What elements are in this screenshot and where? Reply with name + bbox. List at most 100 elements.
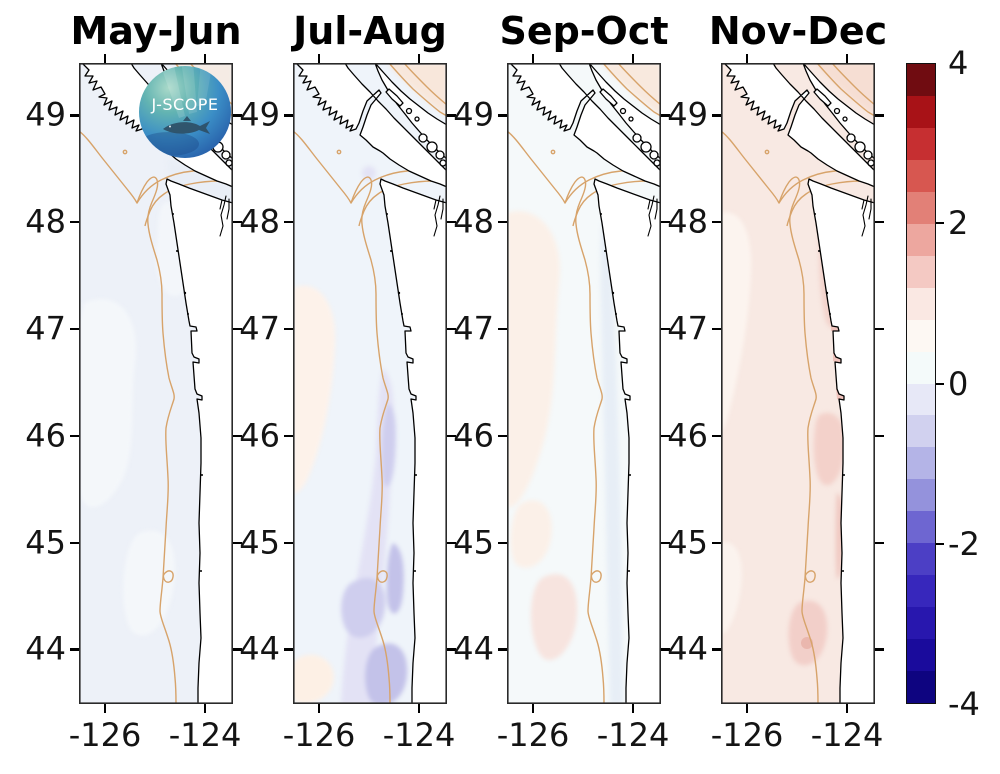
y-tick-label: 47 bbox=[25, 309, 66, 348]
y-tick-mark bbox=[498, 114, 507, 117]
panel-title: Jul-Aug bbox=[293, 9, 447, 53]
y-tick-mark bbox=[661, 221, 670, 224]
colorbar: 4 2 0 -2 -4 bbox=[906, 47, 980, 720]
x-tick-label: -124 bbox=[382, 716, 456, 754]
y-tick-label: 44 bbox=[239, 629, 280, 668]
y-tick-mark bbox=[875, 114, 884, 117]
colorbar-segment bbox=[907, 639, 935, 672]
colorbar-tick-mark bbox=[936, 382, 944, 385]
y-tick-mark bbox=[233, 541, 242, 544]
x-tick-mark bbox=[532, 54, 535, 63]
x-tick-mark bbox=[746, 54, 749, 63]
colorbar-segment bbox=[907, 447, 935, 480]
y-tick-label: 49 bbox=[25, 95, 66, 134]
y-tick-mark bbox=[233, 114, 242, 117]
y-tick-mark bbox=[498, 328, 507, 331]
y-tick-mark bbox=[498, 434, 507, 438]
x-tick-mark bbox=[204, 704, 207, 713]
y-tick-mark bbox=[661, 648, 670, 651]
y-tick-mark bbox=[70, 648, 79, 651]
anomaly-patches bbox=[507, 63, 661, 704]
colorbar-tick-label: 2 bbox=[948, 204, 969, 243]
y-tick-label: 47 bbox=[239, 309, 280, 348]
y-tick-mark bbox=[70, 114, 79, 117]
x-tick-mark bbox=[418, 704, 421, 713]
y-tick-mark bbox=[712, 114, 721, 117]
colorbar-segment bbox=[907, 95, 935, 128]
y-tick-label: 48 bbox=[239, 202, 280, 241]
logo-circle bbox=[139, 66, 231, 158]
logo-text: J-SCOPE bbox=[150, 95, 218, 114]
colorbar-segment bbox=[907, 383, 935, 416]
y-tick-mark bbox=[447, 221, 456, 224]
y-tick-mark bbox=[712, 648, 721, 651]
x-tick-mark bbox=[632, 54, 635, 63]
y-tick-mark bbox=[284, 434, 293, 438]
y-tick-label: 49 bbox=[239, 95, 280, 134]
colorbar-segment bbox=[907, 191, 935, 224]
y-tick-mark bbox=[447, 648, 456, 651]
y-tick-mark bbox=[447, 114, 456, 117]
x-tick-mark bbox=[532, 704, 535, 713]
y-tick-mark bbox=[498, 648, 507, 651]
colorbar-segment bbox=[907, 159, 935, 192]
y-tick-mark bbox=[70, 221, 79, 224]
y-tick-mark bbox=[875, 434, 884, 438]
x-tick-mark bbox=[318, 704, 321, 713]
y-tick-mark bbox=[233, 648, 242, 651]
y-tick-label: 48 bbox=[453, 202, 494, 241]
colorbar-segment bbox=[907, 543, 935, 576]
y-tick-label: 44 bbox=[453, 629, 494, 668]
y-tick-mark bbox=[284, 221, 293, 224]
x-tick-label: -126 bbox=[68, 716, 142, 754]
y-tick-label: 45 bbox=[239, 523, 280, 562]
y-tick-mark bbox=[233, 434, 242, 438]
y-tick-mark bbox=[875, 221, 884, 224]
y-tick-mark bbox=[284, 648, 293, 651]
y-tick-label: 45 bbox=[453, 523, 494, 562]
x-tick-mark bbox=[104, 54, 107, 63]
x-tick-label: -124 bbox=[168, 716, 242, 754]
y-tick-mark bbox=[875, 648, 884, 651]
y-tick-mark bbox=[712, 221, 721, 224]
x-tick-mark bbox=[104, 704, 107, 713]
y-tick-mark bbox=[284, 541, 293, 544]
y-tick-mark bbox=[447, 541, 456, 544]
y-tick-mark bbox=[70, 328, 79, 331]
y-tick-label: 48 bbox=[25, 202, 66, 241]
colorbar-segment bbox=[907, 671, 935, 704]
y-tick-mark bbox=[284, 328, 293, 331]
colorbar-tick-mark bbox=[936, 542, 944, 545]
colorbar-segment bbox=[907, 287, 935, 320]
y-tick-label: 46 bbox=[239, 416, 280, 455]
anomaly-map-jul-aug bbox=[293, 63, 447, 704]
map-panel: May-Jun 49 48 47 46 45 44 -126 -124 bbox=[25, 9, 242, 751]
y-tick-label: 48 bbox=[667, 202, 708, 241]
y-tick-mark bbox=[70, 434, 79, 438]
x-tick-mark bbox=[746, 704, 749, 713]
y-tick-label: 44 bbox=[667, 629, 708, 668]
y-tick-label: 49 bbox=[667, 95, 708, 134]
y-tick-mark bbox=[661, 434, 670, 438]
x-tick-mark bbox=[846, 54, 849, 63]
y-tick-mark bbox=[498, 541, 507, 544]
panel-title: Sep-Oct bbox=[499, 9, 669, 53]
light-rays bbox=[139, 66, 213, 156]
x-tick-mark bbox=[632, 704, 635, 713]
y-tick-label: 46 bbox=[25, 416, 66, 455]
y-tick-label: 46 bbox=[453, 416, 494, 455]
colorbar-gradient bbox=[906, 63, 936, 704]
colorbar-tick-label: 4 bbox=[948, 44, 969, 82]
y-tick-mark bbox=[875, 541, 884, 544]
y-tick-mark bbox=[661, 114, 670, 117]
x-tick-label: -126 bbox=[710, 716, 784, 754]
colorbar-segment bbox=[907, 575, 935, 608]
y-tick-mark bbox=[233, 221, 242, 224]
map-panel: Jul-Aug 49 48 47 46 45 44 -126 -124 bbox=[239, 9, 456, 751]
colorbar-segment bbox=[907, 64, 935, 96]
y-tick-label: 45 bbox=[25, 523, 66, 562]
map-panel: Sep-Oct 49 48 47 46 45 44 -126 -124 bbox=[453, 9, 670, 751]
colorbar-tick-label: 0 bbox=[948, 364, 969, 403]
y-tick-mark bbox=[712, 434, 721, 438]
y-tick-mark bbox=[498, 221, 507, 224]
